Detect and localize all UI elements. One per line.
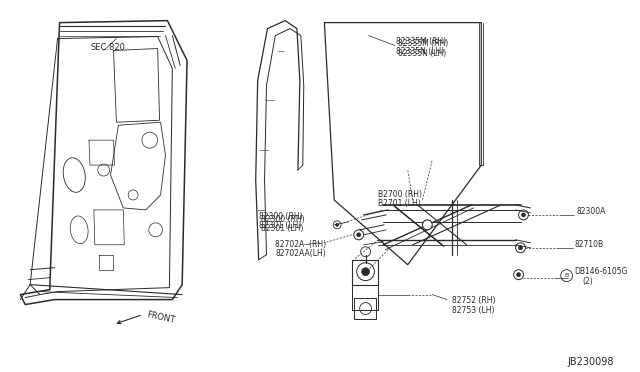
- Text: 82300 (RH): 82300 (RH): [259, 212, 302, 221]
- Circle shape: [335, 223, 339, 226]
- Text: 82753 (LH): 82753 (LH): [452, 305, 494, 315]
- Text: 82702A  (RH): 82702A (RH): [275, 240, 326, 249]
- Text: B: B: [564, 273, 569, 278]
- Text: 82752 (RH): 82752 (RH): [452, 296, 495, 305]
- Text: 82710B: 82710B: [575, 240, 604, 249]
- Circle shape: [518, 246, 522, 250]
- Text: (2): (2): [582, 277, 593, 286]
- Text: 82335M (RH): 82335M (RH): [398, 39, 448, 48]
- Text: 82301 (LH): 82301 (LH): [260, 224, 303, 233]
- Text: 82335N (LH): 82335N (LH): [398, 48, 446, 58]
- Text: 82300 (RH): 82300 (RH): [260, 215, 304, 224]
- Circle shape: [422, 220, 432, 230]
- Circle shape: [362, 268, 369, 276]
- Circle shape: [522, 213, 525, 217]
- Text: FRONT: FRONT: [146, 310, 176, 325]
- Text: 82702AA(LH): 82702AA(LH): [275, 249, 326, 258]
- Text: B2700 (RH): B2700 (RH): [378, 190, 422, 199]
- Text: DB146-6105G: DB146-6105G: [575, 267, 628, 276]
- Circle shape: [516, 273, 520, 277]
- Text: 82335M (RH): 82335M (RH): [396, 36, 446, 45]
- Text: 82300A: 82300A: [577, 208, 606, 217]
- Text: JB230098: JB230098: [568, 357, 614, 368]
- Text: 82335N (LH): 82335N (LH): [396, 46, 444, 55]
- Text: 82301 (LH): 82301 (LH): [259, 221, 301, 230]
- Text: SEC.820: SEC.820: [91, 42, 126, 52]
- Text: B2701 (LH): B2701 (LH): [378, 199, 421, 208]
- Circle shape: [356, 233, 361, 237]
